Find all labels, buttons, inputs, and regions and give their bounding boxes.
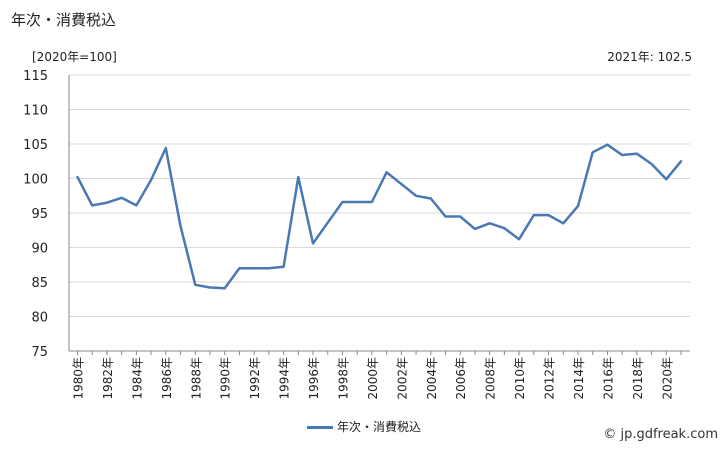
x-tick-label: 1982年 — [101, 357, 115, 400]
x-tick-label: 1990年 — [219, 357, 233, 400]
x-tick-label: 2002年 — [395, 357, 409, 400]
x-tick-label: 1980年 — [72, 357, 86, 400]
x-tick-label: 2014年 — [572, 357, 586, 400]
y-tick-label: 80 — [31, 311, 48, 326]
y-tick-label: 110 — [23, 104, 48, 119]
x-tick-label: 1992年 — [248, 357, 262, 400]
legend-line-swatch — [306, 426, 333, 429]
x-tick-label: 2016年 — [601, 357, 615, 400]
y-tick-label: 105 — [23, 138, 48, 153]
source-credit: © jp.gdfreak.com — [603, 427, 718, 442]
y-tick-label: 90 — [31, 242, 48, 257]
y-tick-label: 95 — [31, 207, 48, 222]
y-axis-unit-label: [2020年=100] — [32, 50, 117, 64]
latest-value-label: 2021年: 102.5 — [607, 50, 692, 64]
series-line — [76, 143, 683, 290]
x-tick-label: 2006年 — [454, 357, 468, 400]
legend: 年次・消費税込 — [0, 418, 728, 435]
x-tick-label: 1994年 — [278, 357, 292, 400]
y-tick-label: 100 — [23, 173, 48, 188]
x-tick-label: 1984年 — [130, 357, 144, 400]
y-tick-label: 75 — [31, 345, 48, 360]
x-tick-label: 2000年 — [366, 357, 380, 400]
legend-label: 年次・消費税込 — [336, 420, 421, 434]
x-tick-label: 2018年 — [631, 357, 645, 400]
x-tick-label: 2010年 — [513, 357, 527, 400]
x-tick-label: 1998年 — [336, 357, 350, 400]
chart-title: 年次・消費税込 — [11, 11, 117, 29]
x-tick-label: 2012年 — [543, 357, 557, 400]
y-tick-label: 85 — [31, 276, 48, 291]
x-tick-label: 1996年 — [307, 357, 321, 400]
x-tick-label: 1988年 — [189, 357, 203, 400]
x-tick-label: 1986年 — [160, 357, 174, 400]
x-tick-label: 2004年 — [425, 357, 439, 400]
x-tick-label: 2008年 — [484, 357, 498, 400]
x-tick-label: 2020年 — [660, 357, 674, 400]
y-tick-label: 115 — [23, 69, 48, 84]
